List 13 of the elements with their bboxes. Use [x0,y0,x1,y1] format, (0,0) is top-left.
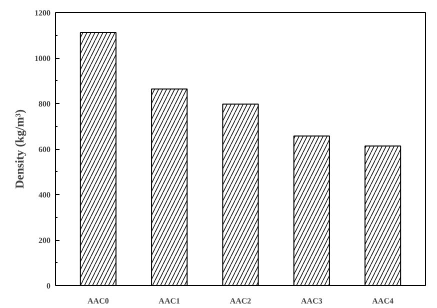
y-tick-label: 800 [38,100,50,108]
y-tick-label: 0 [46,282,50,290]
y-tick-label: 600 [38,145,50,154]
y-tick-label: 1200 [34,8,50,18]
x-tick-label: AAC2 [230,296,252,306]
y-axis-title: Density (kg/m³) [12,109,26,189]
x-tick-label: AAC3 [300,296,322,306]
x-tick-label: AAC4 [372,296,394,306]
x-tick-label: AAC0 [88,296,109,306]
y-tick-label: 1000 [34,54,50,63]
y-tick-label: 400 [38,190,50,200]
x-tick-label: AAC1 [158,296,180,306]
y-tick-label: 200 [38,236,50,245]
